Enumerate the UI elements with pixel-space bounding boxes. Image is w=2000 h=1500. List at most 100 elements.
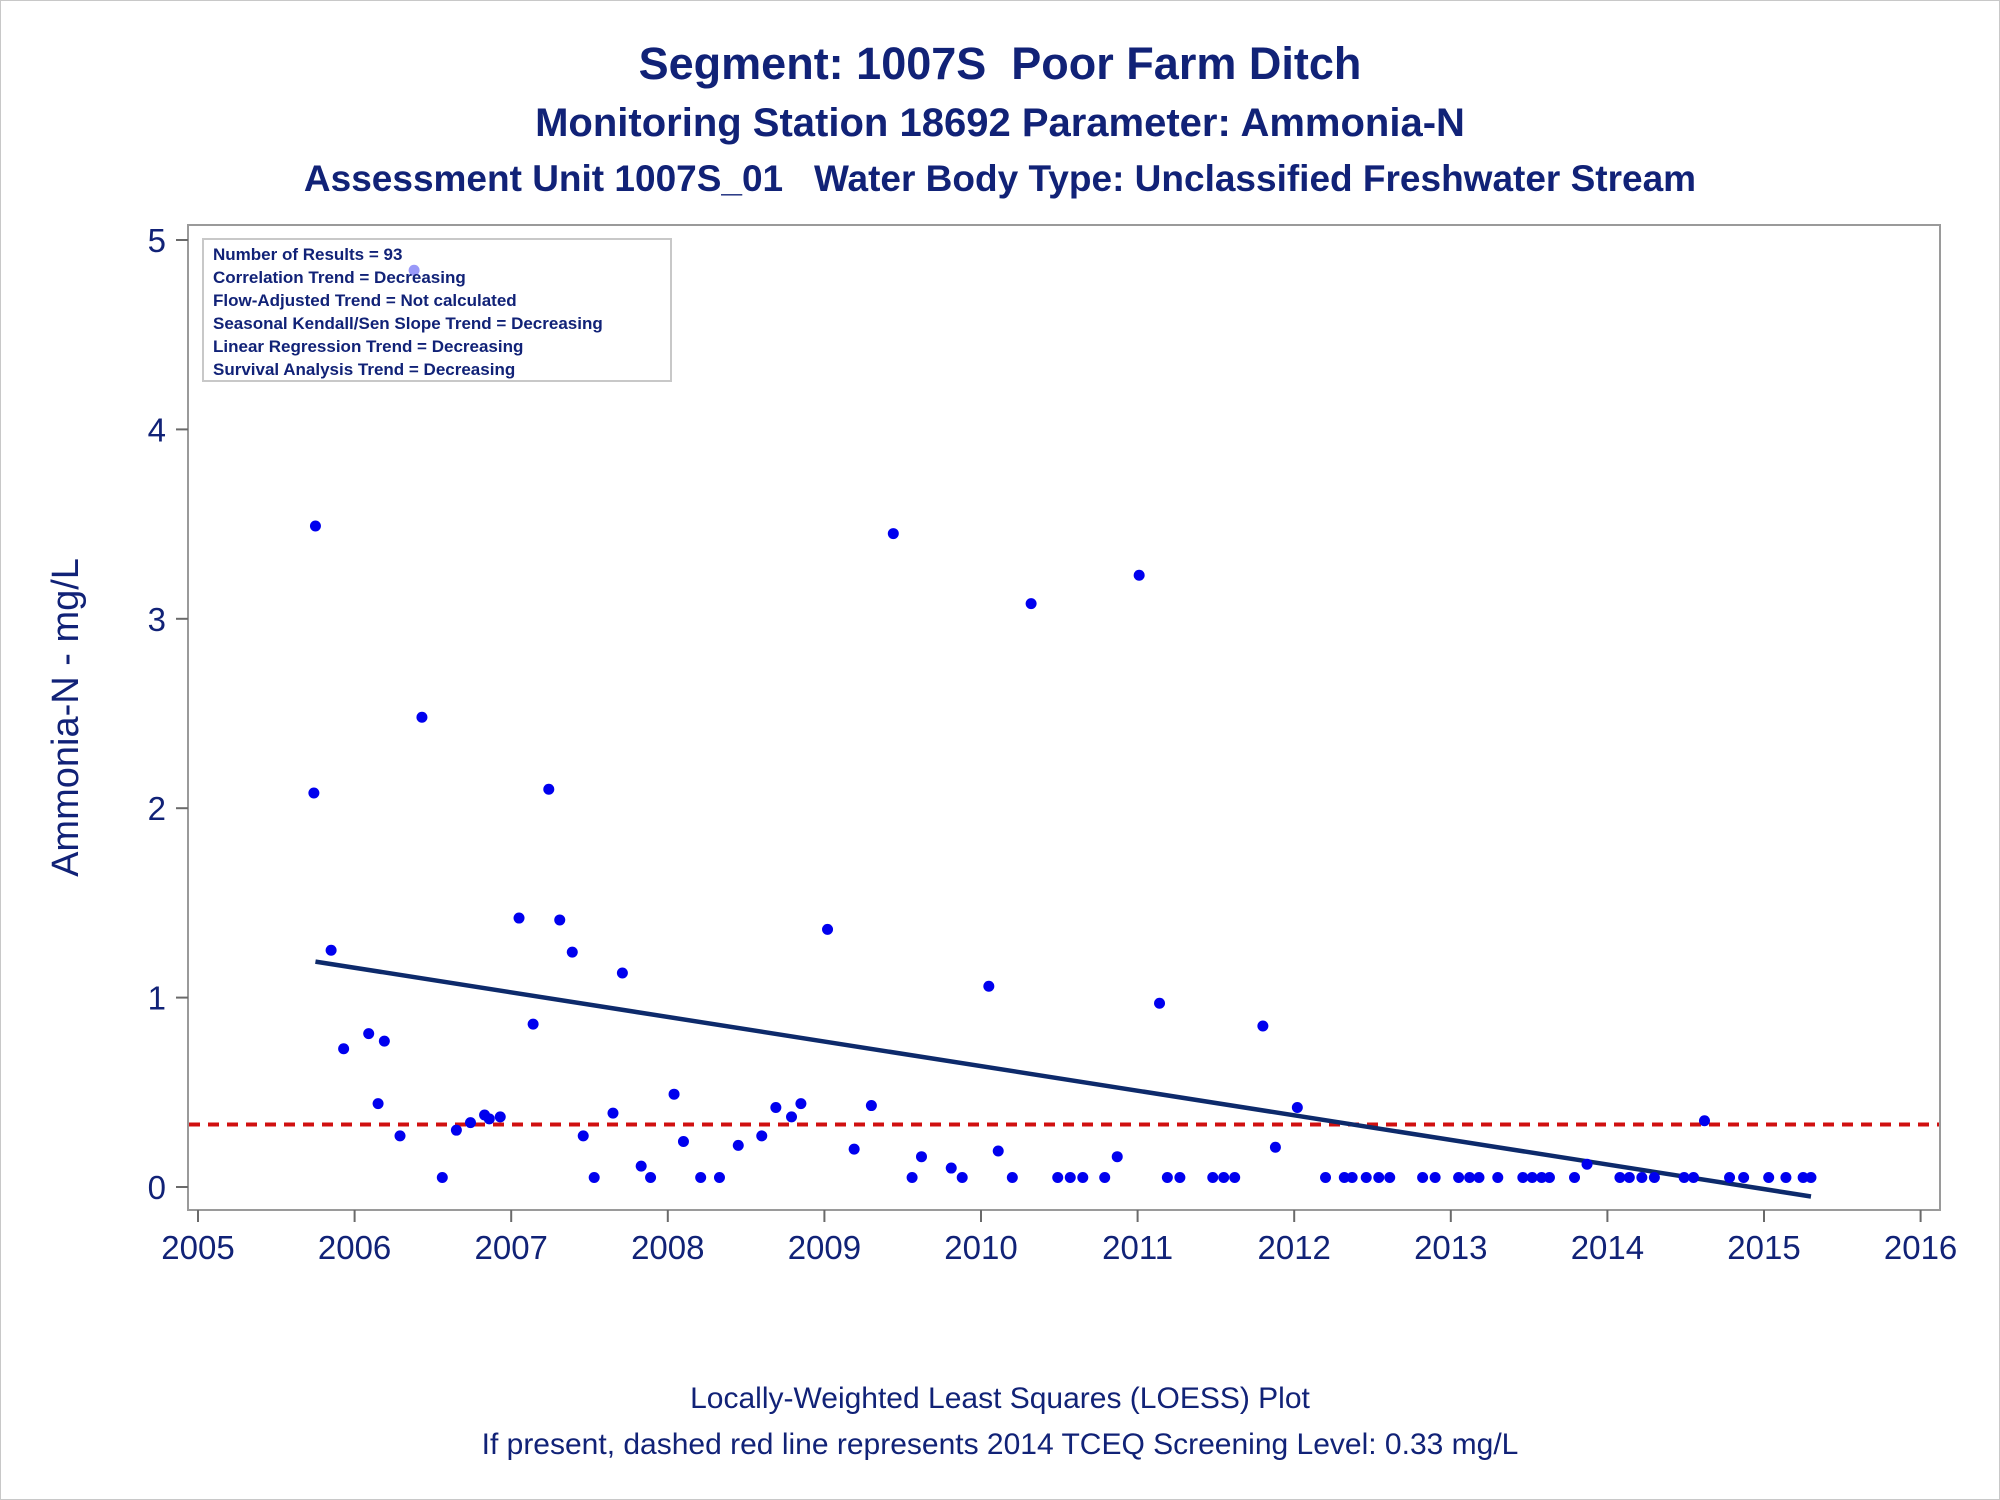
- stats-line: Linear Regression Trend = Decreasing: [213, 337, 523, 356]
- data-point: [1006, 1172, 1018, 1184]
- data-point: [1207, 1172, 1219, 1184]
- data-point: [1698, 1115, 1710, 1127]
- data-point: [1623, 1172, 1635, 1184]
- data-point: [983, 980, 995, 992]
- data-point: [945, 1162, 957, 1174]
- x-tick-label: 2016: [1884, 1229, 1957, 1266]
- x-tick-label: 2009: [788, 1229, 861, 1266]
- stats-line: Number of Results = 93: [213, 245, 402, 264]
- data-point: [786, 1111, 798, 1123]
- data-point: [566, 946, 578, 958]
- data-point: [1338, 1172, 1350, 1184]
- data-point: [1453, 1172, 1465, 1184]
- data-point: [1526, 1172, 1538, 1184]
- data-point: [1805, 1172, 1817, 1184]
- x-tick-label: 2006: [318, 1229, 391, 1266]
- data-point: [1360, 1172, 1372, 1184]
- data-point: [436, 1172, 448, 1184]
- data-point: [1111, 1151, 1123, 1163]
- data-point: [822, 923, 834, 935]
- data-point: [795, 1098, 807, 1110]
- data-point: [588, 1172, 600, 1184]
- stats-line: Seasonal Kendall/Sen Slope Trend = Decre…: [213, 314, 603, 333]
- data-point: [616, 967, 628, 979]
- data-point: [1763, 1172, 1775, 1184]
- data-point: [865, 1100, 877, 1112]
- data-point: [732, 1139, 744, 1151]
- x-tick-label: 2011: [1102, 1229, 1173, 1266]
- data-point: [577, 1130, 589, 1142]
- footnote-loess: Locally-Weighted Least Squares (LOESS) P…: [690, 1382, 1310, 1415]
- data-point: [1536, 1172, 1548, 1184]
- data-point: [906, 1172, 918, 1184]
- data-point: [607, 1107, 619, 1119]
- data-point: [1724, 1172, 1736, 1184]
- data-point: [645, 1172, 657, 1184]
- data-point: [1797, 1172, 1809, 1184]
- data-point: [494, 1111, 506, 1123]
- data-point: [1384, 1172, 1396, 1184]
- data-point: [1269, 1141, 1281, 1153]
- data-point: [1473, 1172, 1485, 1184]
- data-point: [1218, 1172, 1230, 1184]
- data-point: [394, 1130, 406, 1142]
- data-point: [450, 1124, 462, 1136]
- data-point: [1133, 569, 1145, 581]
- data-point: [416, 711, 428, 723]
- chart-subtitle-2: Assessment Unit 1007S_01 Water Body Type…: [303, 158, 1697, 199]
- x-tick-label: 2007: [474, 1229, 547, 1266]
- data-point: [338, 1043, 350, 1055]
- data-point: [756, 1130, 768, 1142]
- stats-line: Flow-Adjusted Trend = Not calculated: [213, 291, 517, 310]
- data-point: [915, 1151, 927, 1163]
- data-point: [483, 1113, 495, 1125]
- data-point: [1154, 997, 1166, 1009]
- data-point: [1064, 1172, 1076, 1184]
- data-point: [695, 1172, 707, 1184]
- data-point: [1052, 1172, 1064, 1184]
- x-tick-label: 2010: [944, 1229, 1017, 1266]
- data-point: [1320, 1172, 1332, 1184]
- y-tick-label: 2: [148, 790, 166, 827]
- data-point: [1688, 1172, 1700, 1184]
- data-point: [1543, 1172, 1555, 1184]
- data-point: [1291, 1101, 1303, 1113]
- data-point: [956, 1172, 968, 1184]
- data-point: [325, 944, 337, 956]
- data-point: [1174, 1172, 1186, 1184]
- x-tick-label: 2014: [1571, 1229, 1644, 1266]
- x-tick-label: 2008: [631, 1229, 704, 1266]
- data-point: [1429, 1172, 1441, 1184]
- plot-area-frame: [187, 224, 1941, 1211]
- data-point: [1025, 598, 1037, 610]
- data-point: [1099, 1172, 1111, 1184]
- y-axis-label: Ammonia-N - mg/L: [45, 558, 87, 877]
- data-point: [635, 1160, 647, 1172]
- data-point: [992, 1145, 1004, 1157]
- data-point: [363, 1028, 375, 1040]
- data-point: [668, 1088, 680, 1100]
- data-point: [1517, 1172, 1529, 1184]
- chart-subtitle: Monitoring Station 18692 Parameter: Ammo…: [535, 101, 1465, 145]
- y-tick-label: 3: [148, 601, 166, 638]
- data-point: [1161, 1172, 1173, 1184]
- y-tick-label: 5: [148, 222, 166, 259]
- x-tick-label: 2013: [1414, 1229, 1487, 1266]
- data-point: [848, 1143, 860, 1155]
- data-point: [1581, 1158, 1593, 1170]
- stats-box: [202, 238, 672, 382]
- data-point: [372, 1098, 384, 1110]
- data-point: [554, 914, 566, 926]
- data-point: [527, 1018, 539, 1030]
- data-point: [1738, 1172, 1750, 1184]
- loess-trend-line: [315, 959, 1812, 1199]
- data-point: [1373, 1172, 1385, 1184]
- data-point: [713, 1172, 725, 1184]
- data-point: [1492, 1172, 1504, 1184]
- data-point: [1614, 1172, 1626, 1184]
- data-point: [308, 787, 320, 799]
- data-point: [887, 528, 899, 540]
- data-point: [1417, 1172, 1429, 1184]
- data-point: [1636, 1172, 1648, 1184]
